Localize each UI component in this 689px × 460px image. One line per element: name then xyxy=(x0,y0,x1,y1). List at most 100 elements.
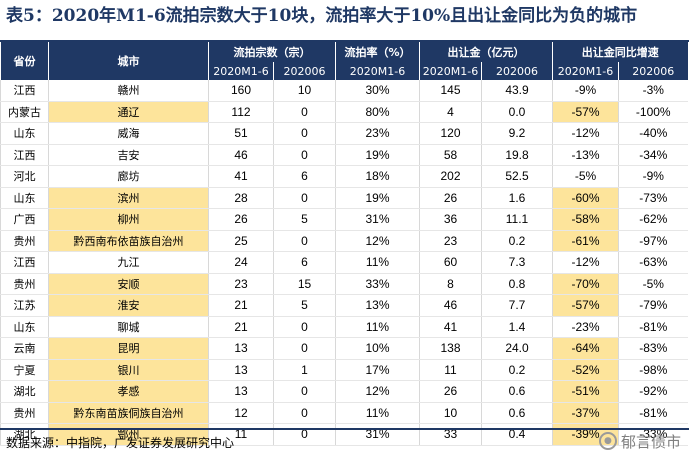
cell-lots-june: 10 xyxy=(273,80,336,102)
cell-province: 云南 xyxy=(0,337,49,360)
cell-revenue-june: 0.2 xyxy=(481,359,553,381)
cell-lots-h1: 13 xyxy=(208,380,274,403)
cell-rate-h1: 10% xyxy=(335,337,420,360)
cell-yoy-june: -73% xyxy=(618,187,688,209)
cell-revenue-h1: 46 xyxy=(419,294,482,317)
cell-province: 贵州 xyxy=(0,402,49,424)
cell-revenue-h1: 120 xyxy=(419,122,482,145)
cell-yoy-june: -34% xyxy=(618,144,688,166)
cell-revenue-h1: 4 xyxy=(419,101,482,123)
table-row: 贵州 黔西南布依苗族自治州 25 0 12% 23 0.2 -61% -97% xyxy=(0,230,688,252)
cell-rate-h1: 23% xyxy=(335,122,420,145)
cell-yoy-h1: -37% xyxy=(552,402,619,424)
watermark: ● 郁言债市 xyxy=(598,428,681,454)
cell-revenue-june: 43.9 xyxy=(481,80,553,102)
cell-lots-h1: 46 xyxy=(208,144,274,166)
cell-yoy-h1: -57% xyxy=(552,101,619,123)
cell-rate-h1: 31% xyxy=(335,208,420,231)
table-row: 山东 威海 51 0 23% 120 9.2 -12% -40% xyxy=(0,122,688,145)
table-body: 江西 赣州 160 10 30% 145 43.9 -9% -3% 内蒙古 通辽 112 0 80% 4 0.… xyxy=(0,80,688,446)
cell-lots-june: 0 xyxy=(273,144,336,166)
cell-rate-h1: 11% xyxy=(335,402,420,424)
table-row: 宁夏 银川 13 1 17% 11 0.2 -52% -98% xyxy=(0,359,688,381)
header-group-revenue: 出让金（亿元） xyxy=(419,42,553,62)
cell-yoy-june: -9% xyxy=(618,165,688,188)
cell-city: 威海 xyxy=(48,122,209,145)
cell-revenue-june: 1.4 xyxy=(481,316,553,338)
cell-yoy-h1: -70% xyxy=(552,273,619,295)
data-table: 省份 城市 流拍宗数（宗） 流拍率（%） 出让金（亿元） 出让金同比增速 202… xyxy=(0,42,688,446)
cell-province: 贵州 xyxy=(0,230,49,252)
table-row: 贵州 安顺 23 15 33% 8 0.8 -70% -5% xyxy=(0,273,688,295)
cell-revenue-june: 0.0 xyxy=(481,101,553,123)
cell-city: 淮安 xyxy=(48,294,209,317)
cell-city: 滨州 xyxy=(48,187,209,209)
cell-yoy-june: -100% xyxy=(618,101,688,123)
table-row: 内蒙古 通辽 112 0 80% 4 0.0 -57% -100% xyxy=(0,101,688,123)
header-period: 202006 xyxy=(618,62,688,80)
cell-revenue-june: 0.4 xyxy=(481,423,553,446)
table-row: 湖北 孝感 13 0 12% 26 0.6 -51% -92% xyxy=(0,380,688,403)
cell-revenue-june: 52.5 xyxy=(481,165,553,188)
cell-province: 江西 xyxy=(0,80,49,102)
cell-lots-h1: 23 xyxy=(208,273,274,295)
cell-yoy-june: -81% xyxy=(618,402,688,424)
wechat-logo-icon: ● xyxy=(598,432,617,450)
cell-yoy-h1: -12% xyxy=(552,122,619,145)
header-group-rate: 流拍率（%） xyxy=(335,42,420,62)
header-group-yoy: 出让金同比增速 xyxy=(552,42,688,62)
cell-revenue-june: 19.8 xyxy=(481,144,553,166)
cell-yoy-june: -62% xyxy=(618,208,688,231)
cell-revenue-june: 0.2 xyxy=(481,230,553,252)
cell-revenue-june: 9.2 xyxy=(481,122,553,145)
cell-lots-h1: 24 xyxy=(208,251,274,274)
cell-yoy-june: -98% xyxy=(618,359,688,381)
title-divider xyxy=(0,40,689,42)
cell-province: 江西 xyxy=(0,144,49,166)
cell-lots-h1: 26 xyxy=(208,208,274,231)
header-period: 2020M1-6 xyxy=(335,62,420,80)
cell-rate-h1: 19% xyxy=(335,187,420,209)
cell-rate-h1: 33% xyxy=(335,273,420,295)
cell-city: 通辽 xyxy=(48,101,209,123)
table-row: 云南 昆明 13 0 10% 138 24.0 -64% -83% xyxy=(0,337,688,360)
cell-revenue-h1: 202 xyxy=(419,165,482,188)
cell-city: 廊坊 xyxy=(48,165,209,188)
table-row: 江西 吉安 46 0 19% 58 19.8 -13% -34% xyxy=(0,144,688,166)
cell-revenue-h1: 41 xyxy=(419,316,482,338)
cell-lots-june: 1 xyxy=(273,359,336,381)
cell-revenue-h1: 26 xyxy=(419,380,482,403)
cell-lots-june: 6 xyxy=(273,251,336,274)
cell-lots-june: 6 xyxy=(273,165,336,188)
cell-city: 聊城 xyxy=(48,316,209,338)
cell-rate-h1: 18% xyxy=(335,165,420,188)
cell-city: 黔东南苗族侗族自治州 xyxy=(48,402,209,424)
cell-yoy-june: -97% xyxy=(618,230,688,252)
cell-revenue-june: 1.6 xyxy=(481,187,553,209)
cell-rate-h1: 30% xyxy=(335,80,420,102)
header-city: 城市 xyxy=(48,42,209,80)
cell-lots-june: 0 xyxy=(273,122,336,145)
cell-revenue-h1: 60 xyxy=(419,251,482,274)
cell-lots-june: 0 xyxy=(273,337,336,360)
cell-lots-h1: 160 xyxy=(208,80,274,102)
cell-yoy-h1: -60% xyxy=(552,187,619,209)
cell-yoy-h1: -61% xyxy=(552,230,619,252)
cell-province: 山东 xyxy=(0,122,49,145)
cell-yoy-june: -5% xyxy=(618,273,688,295)
cell-rate-h1: 11% xyxy=(335,316,420,338)
cell-rate-h1: 19% xyxy=(335,144,420,166)
header-period: 2020M1-6 xyxy=(208,62,274,80)
table-row: 广西 柳州 26 5 31% 36 11.1 -58% -62% xyxy=(0,208,688,231)
footer-divider xyxy=(0,428,689,430)
header-group-lots: 流拍宗数（宗） xyxy=(208,42,336,62)
cell-city: 柳州 xyxy=(48,208,209,231)
cell-yoy-h1: -51% xyxy=(552,380,619,403)
cell-lots-h1: 12 xyxy=(208,402,274,424)
cell-lots-june: 0 xyxy=(273,316,336,338)
cell-lots-h1: 25 xyxy=(208,230,274,252)
cell-province: 江苏 xyxy=(0,294,49,317)
table-row: 江西 九江 24 6 11% 60 7.3 -12% -63% xyxy=(0,251,688,274)
cell-revenue-june: 7.7 xyxy=(481,294,553,317)
cell-lots-june: 0 xyxy=(273,101,336,123)
